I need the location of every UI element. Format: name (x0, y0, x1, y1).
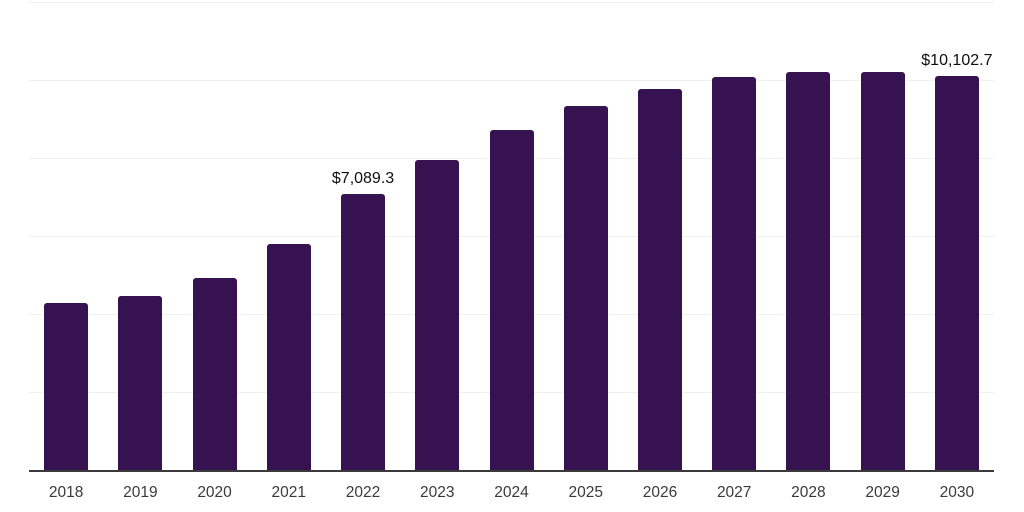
x-tick-label-2027: 2027 (716, 484, 752, 501)
bar-2025 (563, 106, 608, 470)
bar-2018 (44, 303, 89, 470)
x-tick-label-2022: 2022 (345, 484, 381, 501)
gridline-10000 (29, 80, 994, 81)
x-tick-label-2018: 2018 (48, 484, 84, 501)
x-tick-label-2021: 2021 (271, 484, 307, 501)
bar-2029 (860, 72, 905, 470)
x-tick-label-2029: 2029 (865, 484, 900, 501)
bar-2019 (118, 296, 163, 470)
x-tick-label-2024: 2024 (494, 484, 529, 501)
x-tick-label-2030: 2030 (939, 484, 975, 501)
plot-area: $7,089.3 $10,102.7 (29, 2, 994, 472)
gridline-12000 (29, 2, 994, 3)
bar-2022 (341, 193, 386, 470)
bar-2027 (712, 76, 757, 470)
x-axis-labels: 2018 2019 2020 2021 2022 2023 2024 2025 2026 2027… (29, 472, 994, 512)
bar-2020 (192, 278, 237, 470)
x-tick-label-2019: 2019 (123, 484, 158, 501)
bar-2021 (266, 244, 311, 470)
x-tick-label-2025: 2025 (568, 484, 603, 501)
bar-2024 (489, 129, 534, 470)
bar-2028 (786, 72, 831, 470)
bar-2026 (637, 88, 682, 470)
x-tick-label-2026: 2026 (642, 484, 678, 501)
bar-2030 (934, 76, 979, 470)
x-tick-label-2028: 2028 (791, 484, 826, 501)
bar-value-label-2022: $7,089.3 (331, 169, 395, 187)
x-tick-label-2020: 2020 (197, 484, 232, 501)
x-tick-label-2023: 2023 (420, 484, 455, 501)
bar-2023 (415, 159, 460, 470)
bar-value-label-2030: $10,102.7 (921, 52, 993, 69)
